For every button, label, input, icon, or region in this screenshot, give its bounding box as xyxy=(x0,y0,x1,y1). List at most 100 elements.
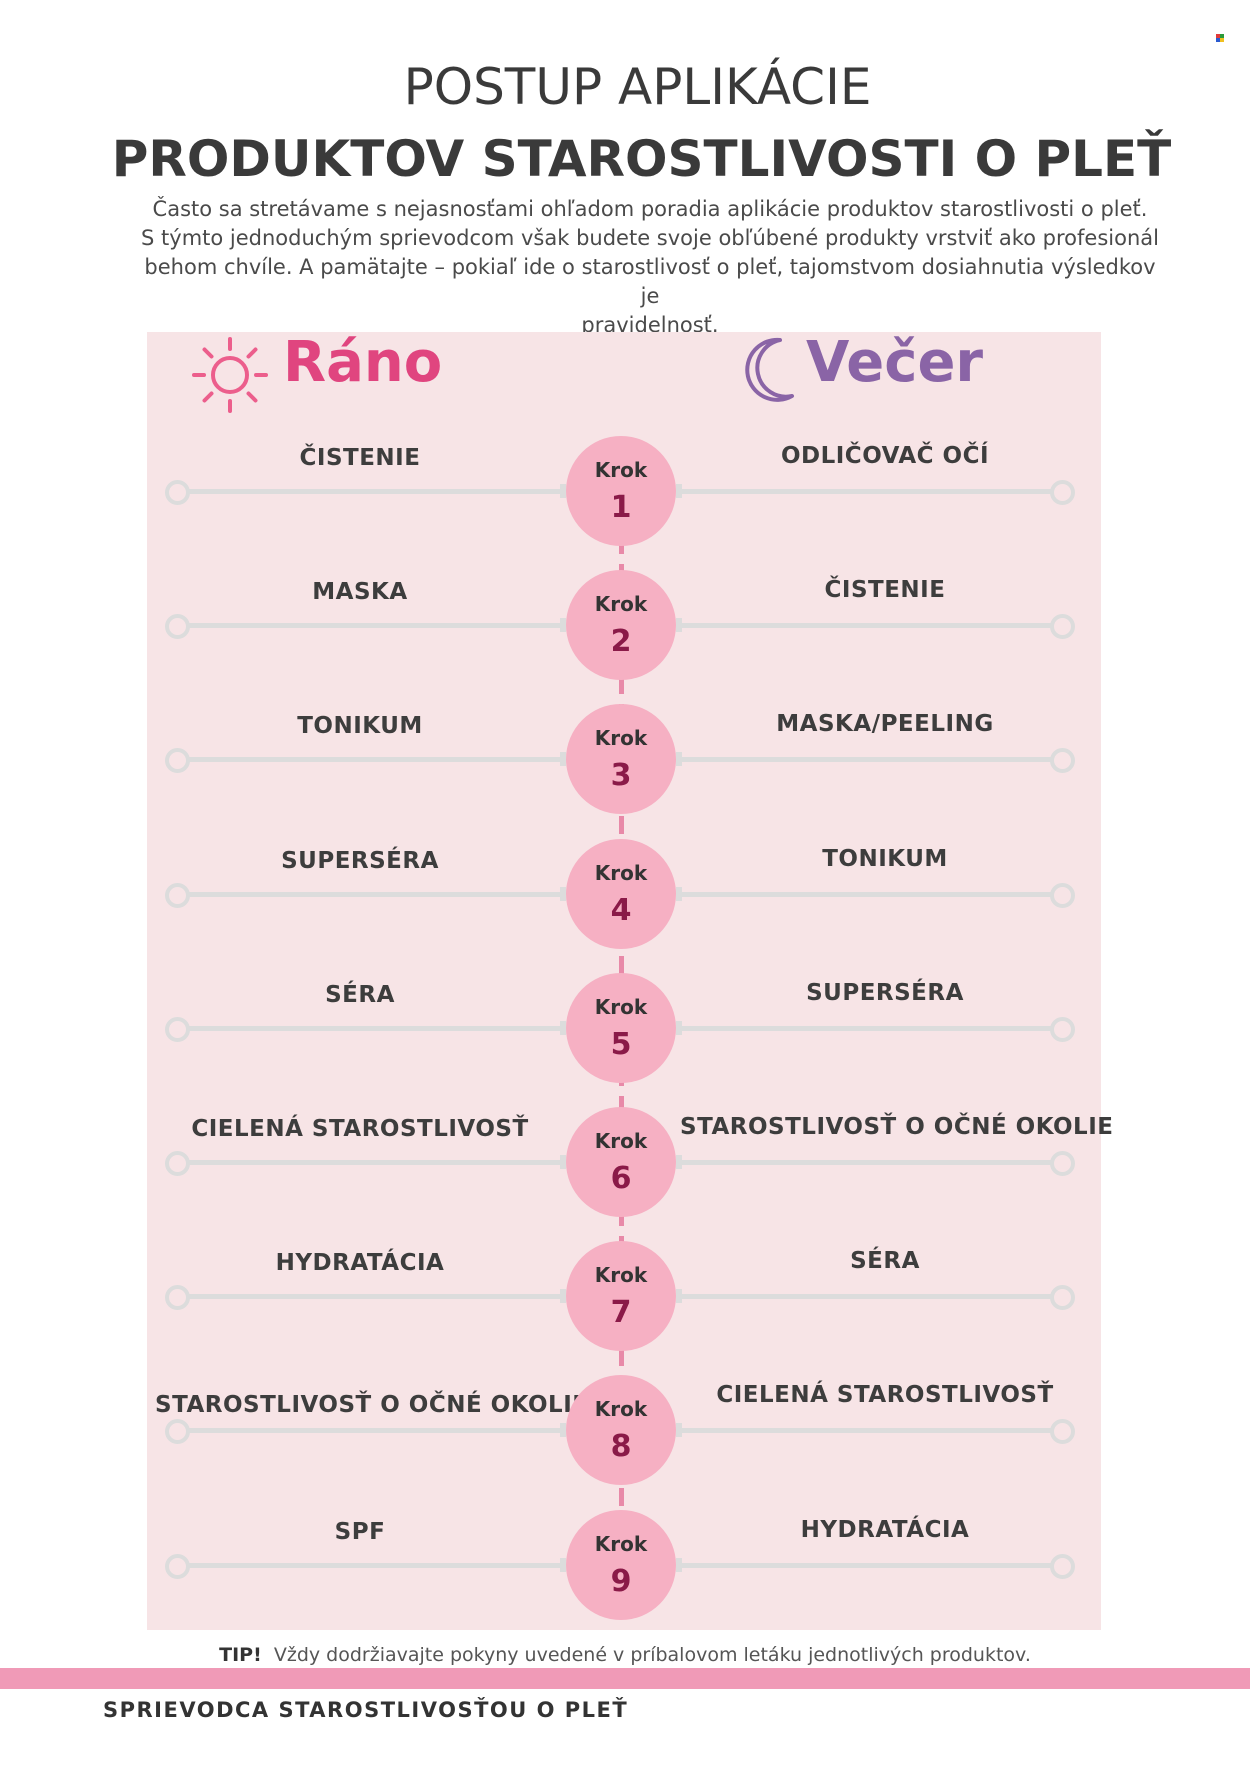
evening-connector-cap xyxy=(676,1289,682,1303)
step-word: Krok xyxy=(594,458,648,482)
morning-step-label: TONIKUM xyxy=(297,713,423,739)
step-word: Krok xyxy=(594,1397,648,1421)
evening-endpoint xyxy=(1050,1017,1075,1042)
morning-connector xyxy=(178,757,566,762)
evening-connector xyxy=(676,1160,1060,1165)
morning-connector-cap xyxy=(560,1155,566,1169)
step-row: SUPERSÉRA TONIKUM Krok 4 xyxy=(0,834,1250,954)
step-badge: Krok 3 xyxy=(566,704,676,814)
tip-body: Vždy dodržiavajte pokyny uvedené v príba… xyxy=(273,1644,1031,1666)
morning-heading: Ráno xyxy=(283,330,443,395)
evening-connector xyxy=(676,623,1060,628)
morning-step-label: STAROSTLIVOSŤ O OČNÉ OKOLIE xyxy=(155,1392,589,1418)
morning-connector-cap xyxy=(560,618,566,632)
step-row: HYDRATÁCIA SÉRA Krok 7 xyxy=(0,1236,1250,1356)
footer-band xyxy=(0,1668,1250,1689)
step-number: 9 xyxy=(610,1564,632,1599)
morning-step-label: CIELENÁ STAROSTLIVOSŤ xyxy=(191,1116,529,1142)
morning-connector-cap xyxy=(560,484,566,498)
morning-connector xyxy=(178,892,566,897)
evening-step-label: HYDRATÁCIA xyxy=(800,1517,970,1543)
intro-line: S týmto jednoduchým sprievodcom však bud… xyxy=(141,226,1159,250)
step-badge: Krok 5 xyxy=(566,973,676,1083)
evening-endpoint xyxy=(1050,748,1075,773)
step-row: STAROSTLIVOSŤ O OČNÉ OKOLIE CIELENÁ STAR… xyxy=(0,1370,1250,1490)
evening-step-label: TONIKUM xyxy=(822,846,948,872)
morning-connector xyxy=(178,1294,566,1299)
evening-connector-cap xyxy=(676,1021,682,1035)
morning-endpoint xyxy=(165,480,190,505)
evening-connector-cap xyxy=(676,1423,682,1437)
morning-endpoint xyxy=(165,883,190,908)
evening-connector-cap xyxy=(676,752,682,766)
morning-endpoint xyxy=(165,1151,190,1176)
evening-connector xyxy=(676,892,1060,897)
evening-heading: Večer xyxy=(806,330,984,395)
evening-connector-cap xyxy=(676,887,682,901)
step-row: TONIKUM MASKA/PEELING Krok 3 xyxy=(0,699,1250,819)
step-word: Krok xyxy=(594,995,648,1019)
evening-connector xyxy=(676,757,1060,762)
evening-step-label: SUPERSÉRA xyxy=(806,980,964,1006)
evening-endpoint xyxy=(1050,480,1075,505)
step-row: SPF HYDRATÁCIA Krok 9 xyxy=(0,1505,1250,1625)
intro-line: behom chvíle. A pamätajte – pokiaľ ide o… xyxy=(144,255,1156,308)
tip-label: TIP! xyxy=(219,1644,262,1666)
morning-connector-cap xyxy=(560,1558,566,1572)
evening-step-label: ČISTENIE xyxy=(824,577,946,603)
morning-connector-cap xyxy=(560,1289,566,1303)
step-badge: Krok 7 xyxy=(566,1241,676,1351)
step-word: Krok xyxy=(594,1263,648,1287)
morning-step-label: SÉRA xyxy=(325,982,395,1008)
evening-step-label: ODLIČOVAČ OČÍ xyxy=(780,443,990,469)
morning-connector-cap xyxy=(560,1423,566,1437)
morning-connector-cap xyxy=(560,887,566,901)
evening-endpoint xyxy=(1050,1419,1075,1444)
evening-connector xyxy=(676,1563,1060,1568)
page-title-line2: PRODUKTOV STAROSTLIVOSTI O PLEŤ xyxy=(111,130,1172,188)
tip-text: TIP! Vždy dodržiavajte pokyny uvedené v … xyxy=(0,1644,1250,1666)
evening-connector xyxy=(676,1428,1060,1433)
morning-step-label: ČISTENIE xyxy=(299,445,421,471)
morning-connector-cap xyxy=(560,752,566,766)
evening-connector-cap xyxy=(676,484,682,498)
step-badge: Krok 1 xyxy=(566,436,676,546)
sun-icon xyxy=(192,337,268,413)
morning-step-label: MASKA xyxy=(312,579,408,605)
step-number: 5 xyxy=(610,1027,632,1062)
morning-endpoint xyxy=(165,1285,190,1310)
evening-endpoint xyxy=(1050,883,1075,908)
morning-connector-cap xyxy=(560,1021,566,1035)
evening-endpoint xyxy=(1050,614,1075,639)
step-badge: Krok 4 xyxy=(566,839,676,949)
morning-connector xyxy=(178,1428,566,1433)
morning-step-label: SUPERSÉRA xyxy=(281,848,439,874)
morning-step-label: HYDRATÁCIA xyxy=(275,1250,445,1276)
evening-connector xyxy=(676,489,1060,494)
step-word: Krok xyxy=(594,726,648,750)
step-number: 2 xyxy=(610,624,632,659)
step-row: SÉRA SUPERSÉRA Krok 5 xyxy=(0,968,1250,1088)
step-badge: Krok 9 xyxy=(566,1510,676,1620)
step-badge: Krok 6 xyxy=(566,1107,676,1217)
morning-connector xyxy=(178,489,566,494)
step-number: 3 xyxy=(610,758,632,793)
evening-step-label: STAROSTLIVOSŤ O OČNÉ OKOLIE xyxy=(680,1114,1114,1140)
evening-step-label: MASKA/PEELING xyxy=(776,711,994,737)
morning-endpoint xyxy=(165,614,190,639)
step-word: Krok xyxy=(594,861,648,885)
morning-connector xyxy=(178,623,566,628)
intro-line: Často sa stretávame s nejasnosťami ohľad… xyxy=(152,197,1148,221)
evening-connector-cap xyxy=(676,618,682,632)
evening-connector-cap xyxy=(676,1558,682,1572)
step-word: Krok xyxy=(594,592,648,616)
evening-connector-cap xyxy=(676,1155,682,1169)
footer-title: SPRIEVODCA STAROSTLIVOSŤOU O PLEŤ xyxy=(103,1698,629,1722)
evening-endpoint xyxy=(1050,1554,1075,1579)
step-badge: Krok 2 xyxy=(566,570,676,680)
morning-endpoint xyxy=(165,1017,190,1042)
evening-connector xyxy=(676,1294,1060,1299)
evening-step-label: SÉRA xyxy=(850,1248,920,1274)
step-number: 1 xyxy=(610,490,632,525)
page-title-line1: POSTUP APLIKÁCIE xyxy=(403,58,872,116)
